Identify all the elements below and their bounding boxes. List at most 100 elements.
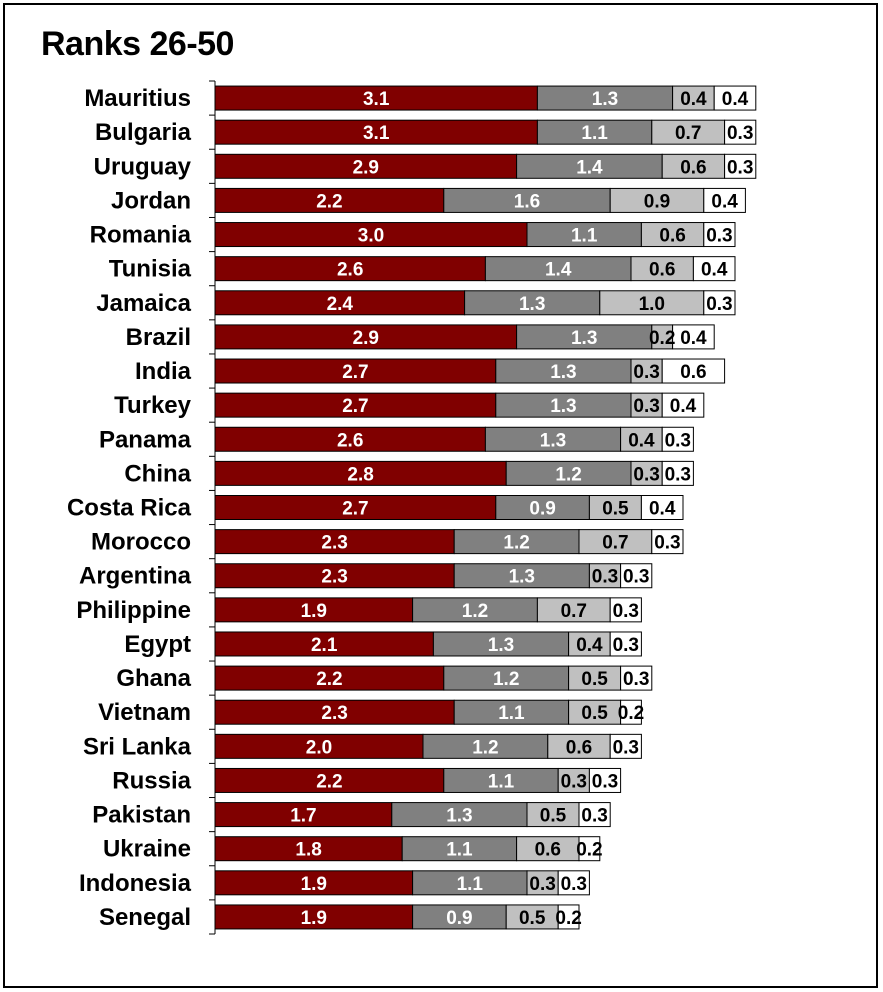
bar-segment: [214, 665, 445, 691]
bar-segment: [495, 495, 590, 520]
data-label: 0.4: [722, 89, 749, 110]
bar-segment: [703, 187, 746, 213]
bar-segment: [557, 904, 580, 930]
data-label: 0.3: [581, 806, 607, 827]
bar-segment: [557, 767, 590, 793]
data-label: 1.3: [550, 362, 576, 383]
bar-segment: [214, 631, 434, 657]
data-label: 1.3: [550, 396, 576, 417]
data-label: 2.9: [353, 328, 379, 349]
bar-segment: [599, 290, 705, 316]
category-label: Ukraine: [103, 836, 191, 863]
bar-segment: [214, 324, 518, 350]
data-label: 2.3: [321, 533, 347, 554]
data-label: 1.9: [301, 874, 327, 895]
data-label: 0.5: [602, 499, 629, 520]
data-label: 2.0: [306, 737, 332, 758]
data-label: 2.7: [342, 362, 368, 383]
bar-segment: [214, 699, 455, 725]
data-label: 1.2: [462, 601, 488, 622]
bar-segment: [214, 904, 414, 930]
category-label: Egypt: [124, 631, 191, 658]
data-label: 0.3: [623, 669, 649, 690]
bar-segment: [661, 426, 694, 452]
bar-segment: [214, 358, 497, 384]
bar-segment: [516, 324, 653, 350]
data-label: 3.1: [363, 89, 390, 110]
data-label: 1.3: [488, 635, 514, 656]
data-label: 0.3: [633, 464, 659, 485]
bar-segment: [703, 290, 736, 316]
bar-segment: [609, 733, 642, 759]
category-label: Turkey: [114, 392, 192, 419]
data-label: 1.3: [509, 567, 535, 588]
bar-segment: [214, 426, 486, 452]
data-label: 0.4: [649, 499, 676, 520]
data-label: 1.3: [592, 89, 618, 110]
data-label: 0.3: [529, 874, 555, 895]
data-label: 3.0: [358, 226, 384, 247]
bar-segment: [214, 119, 538, 145]
data-label: 0.2: [618, 703, 644, 724]
category-label: Indonesia: [79, 870, 192, 897]
bar-segment: [214, 256, 486, 282]
bar-segment: [713, 85, 757, 111]
bar-segment: [214, 222, 528, 248]
bar-segment: [620, 665, 653, 691]
data-label: 1.2: [503, 533, 529, 554]
bar-segment: [443, 187, 611, 213]
data-label: 2.7: [342, 499, 368, 520]
bar-segment: [630, 256, 694, 282]
data-label: 0.3: [633, 396, 659, 417]
bars-layer: [214, 85, 757, 930]
data-label: 1.0: [639, 294, 665, 315]
data-label: 2.3: [321, 703, 347, 724]
bar-segment: [620, 426, 663, 452]
data-label: 0.3: [561, 771, 587, 792]
bar-segment: [214, 870, 414, 896]
data-label: 0.3: [633, 362, 659, 383]
data-label: 0.4: [701, 260, 728, 281]
category-label: Jamaica: [96, 290, 191, 317]
data-label: 2.9: [353, 157, 379, 178]
data-label: 0.2: [576, 840, 602, 861]
data-label: 0.3: [665, 464, 691, 485]
bar-segment: [453, 563, 590, 589]
data-label: 2.3: [321, 567, 347, 588]
data-label: 1.4: [545, 260, 572, 281]
data-label: 0.3: [613, 737, 639, 758]
data-label: 1.3: [446, 806, 472, 827]
bar-segment: [661, 358, 726, 384]
data-label: 0.7: [561, 601, 587, 622]
bar-segment: [443, 767, 559, 793]
data-label: 1.2: [472, 737, 498, 758]
bar-segment: [672, 85, 715, 111]
data-label: 0.3: [623, 567, 649, 588]
data-label: 0.4: [670, 396, 697, 417]
data-label: 0.6: [659, 226, 685, 247]
data-label: 1.4: [576, 157, 603, 178]
data-label: 2.2: [316, 191, 342, 212]
bar-segment: [526, 802, 580, 828]
bar-segment: [412, 597, 538, 623]
data-label: 0.6: [680, 157, 706, 178]
data-label: 1.2: [555, 464, 581, 485]
data-label: 0.3: [706, 226, 732, 247]
category-label: Mauritius: [84, 85, 191, 112]
data-label: 0.7: [602, 533, 628, 554]
data-label: 1.1: [446, 840, 473, 861]
bar-segment: [214, 529, 455, 555]
bar-segment: [724, 119, 757, 145]
category-label: Jordan: [111, 187, 191, 214]
data-label: 1.9: [301, 601, 327, 622]
bar-segment: [661, 392, 705, 418]
category-label: China: [124, 460, 191, 487]
bar-segment: [661, 153, 726, 179]
data-label: 0.5: [581, 669, 608, 690]
data-label: 0.3: [665, 430, 691, 451]
data-label: 2.1: [311, 635, 338, 656]
bar-segment: [214, 187, 445, 213]
data-label: 2.2: [316, 669, 342, 690]
data-label: 1.6: [514, 191, 540, 212]
bar-segment: [214, 290, 466, 316]
